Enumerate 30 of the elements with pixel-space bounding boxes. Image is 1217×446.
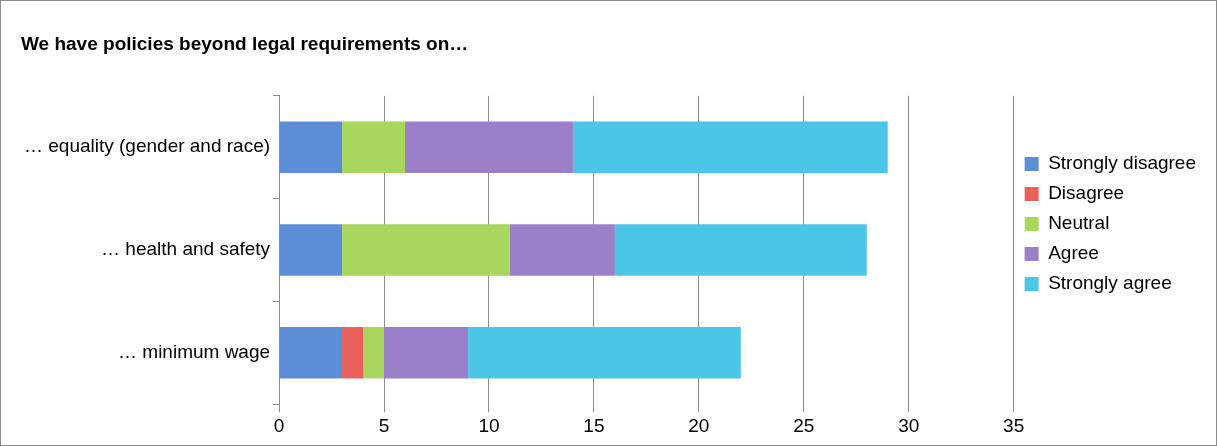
y-tick-label: … health and safety (101, 238, 271, 260)
legend-label: Neutral (1048, 212, 1110, 234)
legend-label: Agree (1048, 242, 1099, 264)
x-tick-label: 35 (1003, 414, 1025, 436)
bar (405, 121, 573, 173)
bar (279, 121, 343, 173)
bar (614, 224, 867, 276)
x-tick-label: 0 (273, 414, 285, 436)
bar (342, 327, 364, 379)
legend-label: Strongly disagree (1048, 152, 1197, 174)
bar (342, 224, 510, 276)
bar (384, 327, 468, 379)
x-tick-label: 10 (478, 414, 500, 436)
legend-label: Disagree (1048, 182, 1125, 204)
bar (509, 224, 615, 276)
bar (572, 121, 888, 173)
bar (467, 327, 741, 379)
y-tick-label: … minimum wage (118, 341, 271, 363)
legend-label: Strongly agree (1048, 272, 1172, 294)
chart-title: We have policies beyond legal requirements on… (21, 32, 469, 54)
y-tick-label: … equality (gender and race) (23, 135, 271, 157)
bar (279, 224, 343, 276)
bar (342, 121, 406, 173)
x-tick-label: 20 (688, 414, 710, 436)
bar (363, 327, 385, 379)
bar (279, 327, 343, 379)
x-tick-label: 15 (583, 414, 605, 436)
x-tick-label: 5 (378, 414, 390, 436)
x-tick-label: 25 (793, 414, 815, 436)
x-tick-label: 30 (898, 414, 920, 436)
